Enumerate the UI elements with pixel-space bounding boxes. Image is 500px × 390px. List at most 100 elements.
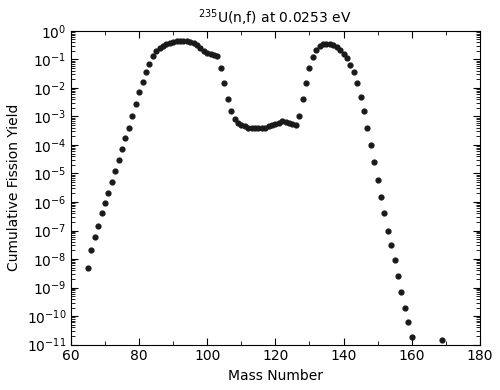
Point [186,39,194,45]
Point [196,45,204,51]
Point [176,38,184,44]
Point [230,116,238,122]
Point [261,125,269,131]
Point [169,39,177,45]
Point [180,38,188,44]
Point [254,125,262,131]
Point [322,41,330,47]
Point [404,319,412,326]
Point [193,42,201,48]
Point [248,125,256,131]
Point [166,40,174,46]
Point [442,353,450,359]
Point [346,62,354,68]
Point [312,46,320,53]
Point [128,113,136,120]
Point [343,55,351,61]
Point [251,125,259,131]
Point [285,120,293,126]
Point [332,44,340,50]
Point [135,89,143,96]
Point [295,113,303,120]
Point [108,179,116,185]
Point [200,48,208,54]
Point [306,65,314,71]
Point [152,48,160,55]
Point [210,52,218,58]
Y-axis label: Cumulative Fission Yield: Cumulative Fission Yield [7,104,21,271]
Point [84,264,92,271]
X-axis label: Mass Number: Mass Number [228,369,323,383]
Point [268,122,276,128]
Point [408,334,416,340]
Point [394,273,402,279]
Point [122,135,130,141]
Point [340,50,347,57]
Point [148,53,156,59]
Point [414,365,422,371]
Point [159,43,167,49]
Title: $^{235}$U(n,f) at 0.0253 eV: $^{235}$U(n,f) at 0.0253 eV [198,7,352,28]
Point [380,210,388,216]
Point [125,125,133,131]
Point [244,125,252,131]
Point [206,51,214,57]
Point [156,45,164,51]
Point [98,210,106,216]
Point [172,38,180,44]
Point [217,65,225,71]
Point [360,108,368,115]
Point [438,337,446,343]
Point [190,40,198,46]
Point [319,41,327,47]
Point [418,381,426,388]
Point [272,121,280,127]
Point [326,41,334,47]
Point [142,69,150,76]
Point [401,305,409,311]
Point [204,50,212,56]
Point [88,247,96,254]
Point [278,118,286,124]
Point [114,157,122,163]
Point [411,350,419,356]
Point [288,121,296,127]
Point [370,159,378,165]
Point [298,96,306,103]
Point [275,120,283,126]
Point [330,42,338,48]
Point [356,93,364,99]
Point [132,101,140,107]
Point [387,242,395,248]
Point [112,168,120,174]
Point [224,96,232,103]
Point [350,69,358,76]
Point [234,120,242,126]
Point [302,80,310,86]
Point [94,222,102,229]
Point [227,108,235,115]
Point [390,257,398,264]
Point [138,79,146,85]
Point [238,122,246,128]
Point [309,54,317,60]
Point [316,43,324,49]
Point [183,38,191,44]
Point [214,53,222,59]
Point [282,119,290,125]
Point [377,194,385,200]
Point [398,289,406,295]
Point [336,46,344,53]
Point [258,125,266,131]
Point [91,234,99,240]
Point [162,41,170,47]
Point [220,80,228,86]
Point [384,227,392,234]
Point [374,177,382,183]
Point [367,142,375,148]
Point [101,200,109,206]
Point [353,80,361,86]
Point [264,123,272,129]
Point [240,123,248,129]
Point [104,190,112,197]
